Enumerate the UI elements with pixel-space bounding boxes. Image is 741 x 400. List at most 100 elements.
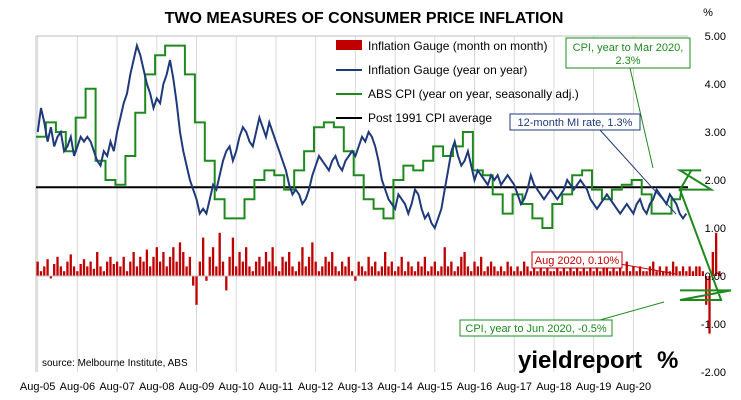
- y-unit-label: %: [703, 7, 713, 19]
- mom-bar: [89, 261, 92, 276]
- mom-bar: [215, 266, 218, 276]
- mom-bar: [450, 261, 453, 276]
- mom-bar: [251, 271, 254, 276]
- mom-bar: [155, 247, 158, 276]
- mom-bar: [82, 259, 86, 276]
- mom-bar: [662, 271, 665, 276]
- mom-bar: [53, 264, 56, 276]
- y-tick-label: -2.00: [701, 367, 726, 379]
- mom-bar: [466, 266, 470, 276]
- y-tick-label: 5.00: [705, 31, 726, 43]
- mom-bar: [62, 271, 66, 276]
- mom-bar: [645, 271, 648, 276]
- mom-bar: [625, 261, 628, 276]
- mom-bar: [301, 247, 304, 276]
- mom-bar: [691, 271, 695, 276]
- mom-bar: [503, 271, 506, 276]
- mom-bar: [575, 266, 579, 276]
- chart-title: TWO MEASURES OF CONSUMER PRICE INFLATION: [165, 10, 564, 27]
- mom-bar: [652, 261, 655, 276]
- mom-bar: [526, 266, 529, 276]
- mom-bar: [655, 271, 658, 276]
- mom-bar: [185, 266, 188, 276]
- annotation-mi-rate: 12-month MI rate, 1.3%: [509, 113, 677, 215]
- x-tick-label: Aug-17: [497, 381, 532, 393]
- annotation-cpi-jun-2020-leader: [599, 301, 665, 321]
- mom-bar: [566, 271, 569, 276]
- mom-bar: [340, 261, 344, 276]
- mom-bar: [46, 259, 49, 276]
- mom-bar: [595, 266, 599, 276]
- mom-bar: [618, 266, 622, 276]
- x-tick-label: Aug-11: [259, 381, 294, 393]
- mom-bar: [648, 266, 652, 276]
- x-tick-label: Aug-18: [536, 381, 571, 393]
- mom-bar: [572, 271, 575, 276]
- mom-bar: [486, 266, 489, 276]
- legend-swatch-mom: [336, 40, 362, 50]
- mom-bar: [132, 252, 135, 276]
- mom-bar: [145, 249, 149, 276]
- mom-bar: [261, 266, 264, 276]
- mom-bar: [569, 266, 572, 276]
- mom-bar: [718, 271, 721, 276]
- brand-percent-icon: %: [657, 347, 678, 374]
- y-tick-label: 3.00: [705, 127, 726, 139]
- mom-bar: [347, 256, 350, 276]
- abs-cpi-line: [36, 44, 732, 301]
- mom-bar: [297, 261, 301, 276]
- annotation-cpi-mar-2020-line1: CPI, year to Mar 2020,: [573, 42, 684, 54]
- mom-bar: [172, 247, 175, 276]
- mom-bar: [49, 276, 53, 279]
- mom-bar: [139, 256, 142, 276]
- x-tick-label: Aug-19: [576, 381, 611, 393]
- mom-bar: [188, 256, 192, 276]
- mom-bar: [380, 266, 384, 276]
- mom-bar: [562, 261, 566, 276]
- mom-bar: [410, 266, 413, 276]
- annotation-aug-2020-box: [531, 251, 623, 269]
- mom-bar: [364, 271, 367, 276]
- mom-bar: [192, 276, 195, 286]
- mom-bar: [400, 256, 403, 276]
- mom-bar: [367, 256, 370, 276]
- mom-bar: [589, 261, 592, 276]
- mom-bar: [337, 271, 340, 276]
- annotation-aug-2020-leader: [619, 263, 677, 275]
- mom-bar: [489, 261, 493, 276]
- mom-bar: [374, 261, 377, 276]
- mom-bar: [665, 266, 668, 276]
- mom-bar: [420, 266, 423, 276]
- mom-bar: [109, 256, 112, 276]
- mom-bar: [112, 264, 115, 276]
- mom-bar: [271, 247, 274, 276]
- mom-bar: [681, 266, 685, 276]
- annotation-cpi-mar-2020: CPI, year to Mar 2020, 2.3%: [565, 37, 691, 169]
- x-tick-label: Aug-05: [20, 381, 55, 393]
- annotation-cpi-jun-2020-text: CPI, year to Jun 2020, -0.5%: [465, 323, 606, 335]
- mom-bar: [221, 261, 225, 276]
- mom-bar: [440, 266, 443, 276]
- mom-bar: [552, 271, 556, 276]
- mom-bar: [231, 237, 235, 276]
- mom-bar: [546, 266, 549, 276]
- mom-bar: [602, 266, 605, 276]
- mom-bar: [496, 271, 499, 276]
- mom-bar: [281, 256, 284, 276]
- mom-bar: [390, 261, 393, 276]
- mom-bar: [76, 271, 79, 276]
- mom-bar: [539, 261, 542, 276]
- annotation-cpi-mar-2020-leader: [629, 67, 654, 169]
- mom-bar: [668, 271, 671, 276]
- mom-bar: [72, 266, 76, 276]
- mom-bar: [135, 266, 139, 276]
- annotation-aug-2020-text: Aug 2020, 0.10%: [535, 255, 620, 267]
- mom-bar: [324, 256, 327, 276]
- mom-bar: [258, 256, 261, 276]
- x-axis-ticks: Aug-05 Aug-06 Aug-07 Aug-08 Aug-09 Aug-10 Aug-…: [20, 381, 651, 393]
- mom-bar: [254, 261, 258, 276]
- mom-bar: [479, 256, 483, 276]
- mom-bar: [354, 276, 357, 281]
- mom-bar: [350, 271, 354, 276]
